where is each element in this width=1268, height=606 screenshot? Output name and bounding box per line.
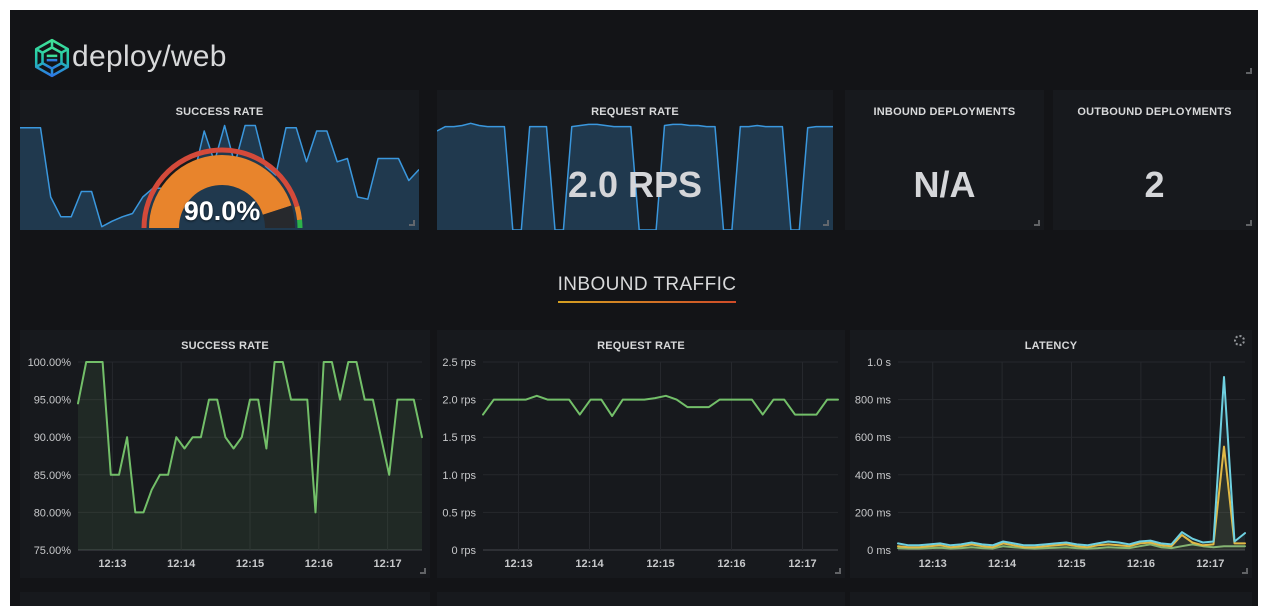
inbound-latency-chart[interactable]: 1.0 s 800 ms 600 ms 400 ms 200 ms 0 ms 12:13 12… xyxy=(850,330,1252,578)
svg-text:2.0 rps: 2.0 rps xyxy=(442,395,476,407)
svg-text:12:13: 12:13 xyxy=(504,558,532,570)
request-rate-sparkline-chart[interactable] xyxy=(437,116,833,230)
svg-text:12:15: 12:15 xyxy=(646,558,674,570)
svg-text:90.00%: 90.00% xyxy=(34,432,72,444)
panel-request-rate-summary: REQUEST RATE 2.0 RPS xyxy=(437,90,833,230)
resize-handle[interactable] xyxy=(1242,568,1248,574)
section-underline xyxy=(558,301,736,303)
panel-inbound-request-rate: REQUEST RATE 2.5 rps 2.0 rps 1.5 rps 1.0 rp… xyxy=(437,330,845,578)
outbound-deployments-value: 2 xyxy=(1144,164,1165,205)
panel-title[interactable]: LATENCY xyxy=(1024,340,1078,352)
svg-text:1.5 rps: 1.5 rps xyxy=(442,432,476,444)
svg-text:1.0 rps: 1.0 rps xyxy=(442,470,476,482)
next-row-panel-partial xyxy=(850,592,1252,606)
gauge-value-label: 90.0% xyxy=(183,196,261,226)
svg-text:12:17: 12:17 xyxy=(1196,558,1224,570)
svg-text:12:16: 12:16 xyxy=(717,558,745,570)
svg-text:75.00%: 75.00% xyxy=(34,545,72,557)
panel-title[interactable]: OUTBOUND DEPLOYMENTS xyxy=(1077,106,1232,118)
app-logo-icon xyxy=(34,38,70,78)
panel-title[interactable]: SUCCESS RATE xyxy=(181,340,269,352)
panel-title[interactable]: SUCCESS RATE xyxy=(175,106,264,118)
svg-text:12:14: 12:14 xyxy=(167,558,196,570)
inbound-deployments-value: N/A xyxy=(913,164,976,205)
panel-title[interactable]: INBOUND DEPLOYMENTS xyxy=(873,106,1016,118)
resize-handle[interactable] xyxy=(835,568,841,574)
resize-handle[interactable] xyxy=(1246,220,1252,226)
svg-text:12:17: 12:17 xyxy=(374,558,402,570)
panel-inbound-success-rate: SUCCESS RATE 100.00% 95.00% 90.00% 85.00% 80… xyxy=(20,330,430,578)
resize-handle[interactable] xyxy=(1246,68,1252,74)
panel-title[interactable]: REQUEST RATE xyxy=(597,340,685,352)
svg-text:12:16: 12:16 xyxy=(305,558,333,570)
svg-text:85.00%: 85.00% xyxy=(34,470,72,482)
loading-spinner-icon xyxy=(1234,335,1245,346)
next-row-panel-partial xyxy=(437,592,845,606)
dashboard-header-panel: deploy/web xyxy=(20,20,1256,78)
panel-title[interactable]: REQUEST RATE xyxy=(591,106,679,118)
svg-text:12:14: 12:14 xyxy=(575,558,604,570)
svg-text:12:15: 12:15 xyxy=(236,558,264,570)
svg-text:12:13: 12:13 xyxy=(98,558,126,570)
svg-text:400 ms: 400 ms xyxy=(855,470,892,482)
inbound-request-rate-chart[interactable]: 2.5 rps 2.0 rps 1.5 rps 1.0 rps 0.5 rps 0 rps… xyxy=(437,330,845,578)
svg-text:100.00%: 100.00% xyxy=(28,357,72,369)
dashboard: deploy/web SUCCESS RATE 90.0% REQUEST RA… xyxy=(10,10,1258,606)
panel-outbound-deployments: OUTBOUND DEPLOYMENTS 2 xyxy=(1053,90,1256,230)
section-title: INBOUND TRAFFIC xyxy=(557,274,737,295)
svg-text:12:15: 12:15 xyxy=(1057,558,1085,570)
svg-text:12:17: 12:17 xyxy=(788,558,816,570)
svg-text:80.00%: 80.00% xyxy=(34,507,72,519)
dashboard-title: deploy/web xyxy=(72,40,227,73)
svg-text:200 ms: 200 ms xyxy=(855,507,892,519)
success-rate-gauge[interactable] xyxy=(135,140,309,232)
svg-text:1.0 s: 1.0 s xyxy=(867,357,891,369)
resize-handle[interactable] xyxy=(409,220,415,226)
svg-text:95.00%: 95.00% xyxy=(34,395,72,407)
inbound-success-rate-chart[interactable]: 100.00% 95.00% 90.00% 85.00% 80.00% 75.00% 12:… xyxy=(20,330,430,578)
svg-text:600 ms: 600 ms xyxy=(855,432,892,444)
panel-inbound-latency: LATENCY 1.0 s 800 ms 600 ms 400 ms 200 ms 0 m… xyxy=(850,330,1252,578)
svg-text:0 rps: 0 rps xyxy=(452,545,477,557)
svg-text:800 ms: 800 ms xyxy=(855,395,892,407)
resize-handle[interactable] xyxy=(1034,220,1040,226)
svg-text:12:13: 12:13 xyxy=(919,558,947,570)
panel-inbound-deployments: INBOUND DEPLOYMENTS N/A xyxy=(845,90,1044,230)
svg-text:12:14: 12:14 xyxy=(988,558,1017,570)
svg-text:2.5 rps: 2.5 rps xyxy=(442,357,476,369)
svg-text:0.5 rps: 0.5 rps xyxy=(442,507,476,519)
section-header: INBOUND TRAFFIC xyxy=(537,274,757,303)
panel-success-rate-summary: SUCCESS RATE 90.0% xyxy=(20,90,419,230)
next-row-panel-partial xyxy=(20,592,430,606)
svg-text:12:16: 12:16 xyxy=(1127,558,1155,570)
svg-text:0 ms: 0 ms xyxy=(867,545,891,557)
resize-handle[interactable] xyxy=(420,568,426,574)
request-rate-value: 2.0 RPS xyxy=(567,164,703,205)
resize-handle[interactable] xyxy=(823,220,829,226)
